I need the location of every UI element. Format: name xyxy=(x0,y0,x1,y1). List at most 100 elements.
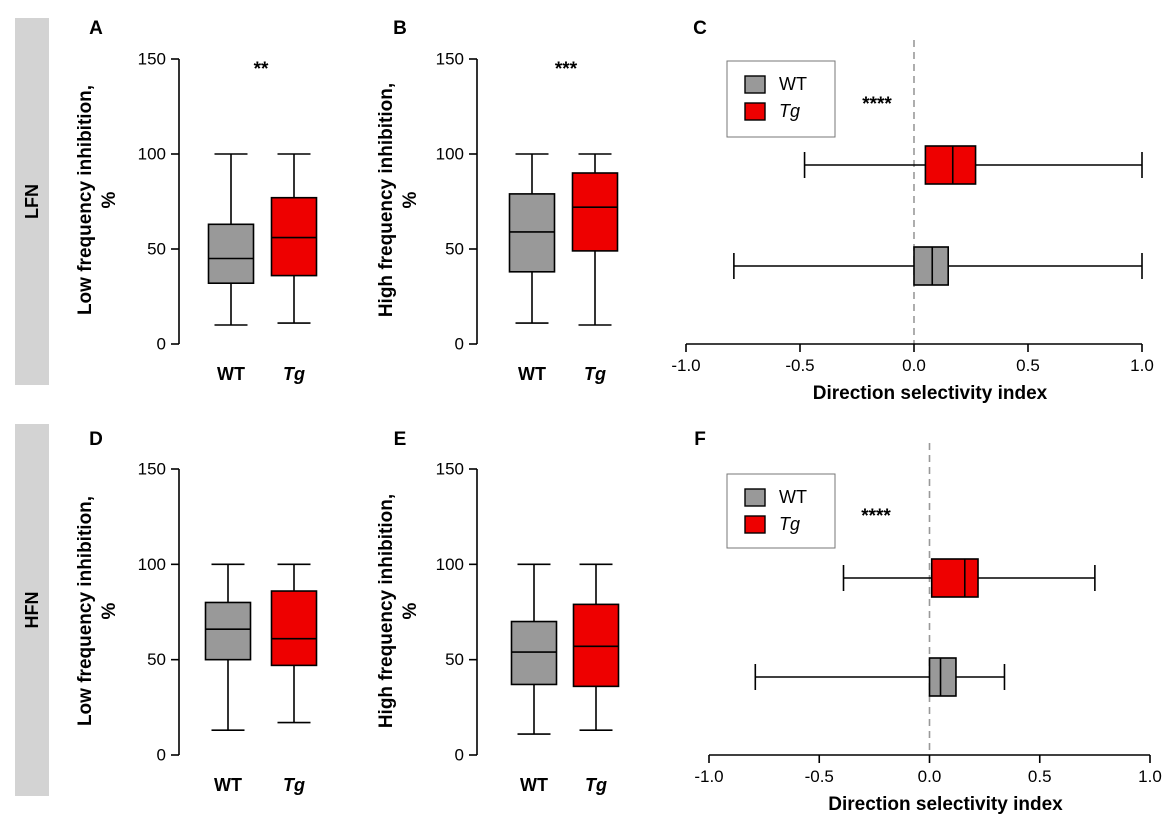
x-category-label: WT xyxy=(214,775,242,795)
box-tg xyxy=(270,153,318,324)
y-tick-label: 50 xyxy=(147,240,166,259)
panel-c: C -1.0 -0.5 0.0 0.5 1.0 Direction selectivity … xyxy=(671,18,1153,404)
box-tg xyxy=(270,563,318,724)
legend-frame xyxy=(726,60,836,138)
box-iqr xyxy=(508,193,556,273)
x-tick-label: -0.5 xyxy=(805,767,834,786)
panel-d: D 0 50 100 150 Low frequency inhibition, % WT Tg xyxy=(75,429,318,795)
y-tick-label: 150 xyxy=(436,460,464,479)
box-wt xyxy=(754,657,1006,697)
box-iqr xyxy=(924,145,977,185)
significance-marker: ** xyxy=(254,59,269,80)
box-iqr xyxy=(572,603,620,688)
y-tick-label: 50 xyxy=(445,650,464,669)
y-axis-label-line: % xyxy=(400,602,421,619)
y-axis-label-line: % xyxy=(99,602,120,619)
y-tick-label: 0 xyxy=(157,335,166,354)
x-tick-label: -1.0 xyxy=(671,356,700,375)
y-axis-label-line: Low frequency inhibition, xyxy=(75,85,96,315)
panel-letter: C xyxy=(693,18,707,39)
y-tick-label: 100 xyxy=(138,555,166,574)
box-iqr xyxy=(571,172,619,252)
x-tick-label: 0.5 xyxy=(1028,767,1052,786)
x-tick-label: 0.5 xyxy=(1016,356,1040,375)
legend-swatch-tg xyxy=(744,102,766,121)
significance-marker: **** xyxy=(861,506,891,527)
y-tick-label: 150 xyxy=(138,50,166,69)
box-iqr xyxy=(510,620,558,686)
x-tick-label: 0.0 xyxy=(918,767,942,786)
legend-label-wt: WT xyxy=(779,74,807,94)
y-tick-label: 100 xyxy=(138,145,166,164)
legend: WT Tg xyxy=(726,473,836,549)
y-axis-label-line: % xyxy=(400,191,421,208)
legend-label-tg: Tg xyxy=(779,101,800,121)
y-axis-label: High frequency inhibition,% xyxy=(376,83,421,317)
y-tick-label: 50 xyxy=(147,650,166,669)
y-tick-label: 150 xyxy=(436,50,464,69)
box-iqr xyxy=(204,601,252,661)
panel-letter: B xyxy=(393,18,407,39)
y-axis-label-line: High frequency inhibition, xyxy=(376,494,397,728)
y-axis-label: High frequency inhibition,% xyxy=(376,494,421,728)
box-iqr xyxy=(928,657,957,697)
x-category-label: Tg xyxy=(585,775,607,795)
box-iqr xyxy=(930,558,979,598)
y-tick-label: 0 xyxy=(157,746,166,765)
panel-a: A 0 50 100 150 Low frequency inhibition, % WT Tg… xyxy=(75,18,318,384)
box-iqr xyxy=(270,590,318,667)
legend-swatch-wt xyxy=(744,75,766,94)
legend-label-wt: WT xyxy=(779,487,807,507)
x-category-label: Tg xyxy=(584,364,606,384)
y-tick-label: 50 xyxy=(445,240,464,259)
box-iqr xyxy=(207,223,255,285)
panel-e: E 0 50 100 150 High frequency inhibition, % WT T… xyxy=(376,429,620,795)
panel-f: F -1.0 -0.5 0.0 0.5 1.0 Direction selectivity … xyxy=(694,429,1162,815)
panel-letter: E xyxy=(394,429,407,450)
box-tg xyxy=(842,558,1096,598)
significance-marker: *** xyxy=(555,59,578,80)
x-category-label: WT xyxy=(518,364,546,384)
box-wt xyxy=(207,153,255,326)
legend-swatch-tg xyxy=(744,515,766,534)
significance-marker: **** xyxy=(862,94,892,115)
legend-frame xyxy=(726,473,836,549)
y-axis-label: Low frequency inhibition,% xyxy=(75,496,120,726)
legend: WT Tg xyxy=(726,60,836,138)
row-label: HFN xyxy=(22,592,42,629)
panel-b: B 0 50 100 150 High frequency inhibition, % WT T… xyxy=(376,18,619,384)
box-wt xyxy=(733,246,1143,286)
x-category-label: WT xyxy=(217,364,245,384)
box-wt xyxy=(508,153,556,324)
row-band xyxy=(15,18,49,385)
x-category-label: WT xyxy=(520,775,548,795)
y-tick-label: 100 xyxy=(436,555,464,574)
x-axis-label: Direction selectivity index xyxy=(813,383,1048,404)
legend-label-tg: Tg xyxy=(779,514,800,534)
y-axis-label-line: High frequency inhibition, xyxy=(376,83,397,317)
panel-letter: F xyxy=(694,429,706,450)
x-category-label: Tg xyxy=(283,364,305,384)
row-label: LFN xyxy=(22,184,42,219)
box-wt xyxy=(510,563,558,735)
box-tg xyxy=(572,563,620,732)
box-iqr xyxy=(270,196,318,277)
box-wt xyxy=(204,563,252,732)
y-tick-label: 150 xyxy=(138,460,166,479)
x-tick-label: 1.0 xyxy=(1138,767,1162,786)
y-axis-label: Low frequency inhibition,% xyxy=(75,85,120,315)
y-tick-label: 0 xyxy=(455,746,464,765)
panel-letter: D xyxy=(89,429,103,450)
legend-swatch-wt xyxy=(744,488,766,507)
x-tick-label: -0.5 xyxy=(785,356,814,375)
box-tg xyxy=(571,153,619,326)
y-tick-label: 100 xyxy=(436,145,464,164)
x-tick-label: -1.0 xyxy=(694,767,723,786)
y-axis-label-line: Low frequency inhibition, xyxy=(75,496,96,726)
x-category-label: Tg xyxy=(283,775,305,795)
box-tg xyxy=(803,145,1143,185)
box-iqr xyxy=(913,246,950,286)
panel-letter: A xyxy=(89,18,103,39)
x-axis-label: Direction selectivity index xyxy=(828,794,1063,815)
